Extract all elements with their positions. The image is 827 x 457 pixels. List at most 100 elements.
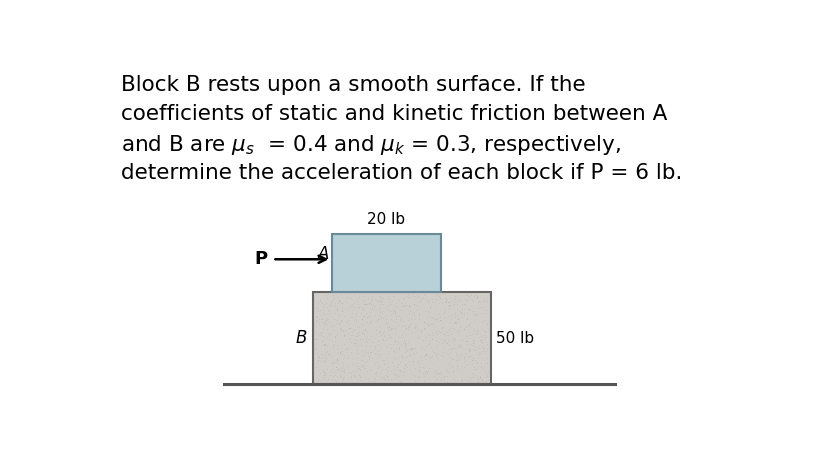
Point <box>453 351 466 358</box>
Point <box>463 347 476 354</box>
Point <box>350 330 363 337</box>
Point <box>328 337 342 345</box>
Point <box>339 344 352 351</box>
Point <box>380 334 394 341</box>
Text: coefficients of static and kinetic friction between A: coefficients of static and kinetic frict… <box>121 104 666 124</box>
Point <box>453 366 466 373</box>
Point <box>348 340 361 347</box>
Point <box>429 314 442 322</box>
Point <box>438 335 452 342</box>
Point <box>392 345 405 353</box>
Point <box>417 319 430 326</box>
Point <box>420 368 433 375</box>
Point <box>350 333 363 340</box>
Point <box>390 338 404 345</box>
Point <box>358 326 371 334</box>
Point <box>355 315 368 322</box>
Point <box>394 352 408 359</box>
Point <box>383 298 396 305</box>
Point <box>394 352 408 359</box>
Point <box>415 326 428 334</box>
Point <box>323 372 337 379</box>
Point <box>330 357 343 364</box>
Point <box>415 356 428 364</box>
Point <box>478 327 491 334</box>
Point <box>335 364 348 372</box>
Point <box>410 293 423 300</box>
Point <box>466 336 479 344</box>
Point <box>392 297 405 304</box>
Text: Block B rests upon a smooth surface. If the: Block B rests upon a smooth surface. If … <box>121 75 585 95</box>
Point <box>399 292 412 300</box>
Point <box>465 356 478 363</box>
Point <box>350 322 363 329</box>
Point <box>336 328 349 335</box>
Point <box>332 349 346 356</box>
Point <box>382 323 395 330</box>
Point <box>464 375 477 382</box>
Point <box>318 341 331 349</box>
Point <box>463 292 476 299</box>
Point <box>333 291 347 298</box>
Point <box>365 365 378 372</box>
Point <box>399 354 413 361</box>
Point <box>399 330 413 338</box>
Point <box>357 313 370 320</box>
Point <box>316 305 329 312</box>
Point <box>376 329 390 336</box>
Point <box>337 306 351 313</box>
Point <box>457 312 470 319</box>
Point <box>425 352 438 359</box>
Point <box>340 319 353 326</box>
Point <box>354 320 367 328</box>
Point <box>336 374 349 382</box>
Point <box>450 294 463 301</box>
Point <box>440 378 453 385</box>
Point <box>450 361 463 368</box>
Point <box>329 364 342 371</box>
Point <box>405 358 418 365</box>
Point <box>348 339 361 346</box>
Point <box>380 337 393 344</box>
Point <box>400 293 414 300</box>
Point <box>350 346 363 353</box>
Point <box>383 308 396 315</box>
Point <box>449 319 462 326</box>
Point <box>337 312 350 319</box>
Point <box>433 317 446 324</box>
Point <box>401 338 414 345</box>
Point <box>358 364 371 372</box>
Point <box>352 304 366 311</box>
Point <box>411 333 424 340</box>
Point <box>361 333 374 340</box>
Point <box>370 315 384 323</box>
Point <box>447 367 460 375</box>
Point <box>390 318 403 325</box>
Text: 50 lb: 50 lb <box>495 331 533 345</box>
Point <box>320 304 333 311</box>
Point <box>441 303 454 310</box>
Point <box>459 323 472 330</box>
Point <box>312 376 325 383</box>
Point <box>330 366 343 373</box>
Point <box>479 306 492 313</box>
Point <box>395 353 409 361</box>
Point <box>391 361 404 368</box>
Point <box>393 377 406 385</box>
Point <box>412 310 425 318</box>
Point <box>461 306 474 313</box>
Point <box>442 369 455 376</box>
Point <box>374 314 387 322</box>
Point <box>425 336 438 343</box>
Point <box>445 362 458 370</box>
Point <box>418 351 432 358</box>
Point <box>376 357 390 364</box>
Point <box>366 346 380 354</box>
Point <box>354 356 367 363</box>
Point <box>381 359 394 366</box>
Point <box>463 294 476 302</box>
Point <box>439 367 452 375</box>
Point <box>451 343 464 350</box>
Point <box>391 312 404 319</box>
Point <box>331 345 344 352</box>
